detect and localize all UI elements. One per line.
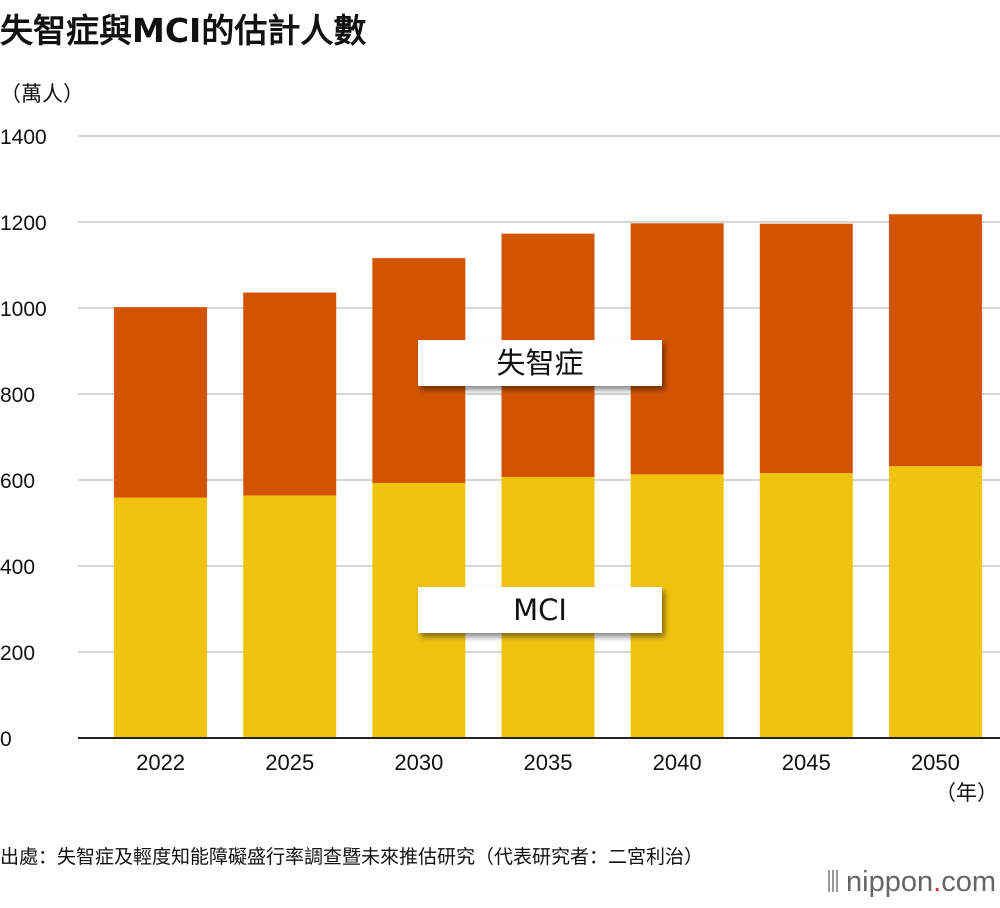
x-tick-label: 2050 [911, 750, 960, 775]
x-tick-label: 2030 [394, 750, 443, 775]
bar-dementia [114, 307, 208, 498]
logo-mark-icon [828, 867, 840, 900]
stacked-bar-chart: 0 200 400 600 800 1000 1200 1400 2022 2025 2030 203… [0, 126, 1000, 805]
bar-mci [114, 497, 208, 738]
series-label-mci: MCI [513, 593, 567, 627]
bar-dementia [759, 223, 853, 474]
y-tick-label: 600 [0, 470, 35, 493]
bar-mci [243, 495, 337, 738]
series-label-dementia-box [418, 340, 662, 386]
series-label-mci-box [418, 587, 662, 633]
chart-title: 失智症與MCI的估計人數 [0, 11, 367, 50]
bar-mci [759, 473, 853, 738]
logo-name: nippon [846, 866, 934, 898]
x-tick-label: 2040 [653, 750, 702, 775]
y-tick-label: 0 [0, 728, 12, 751]
bar-dementia [888, 214, 982, 467]
y-tick-label: 400 [0, 556, 35, 579]
x-tick-label: 2045 [782, 750, 831, 775]
logo-tld: com [941, 866, 996, 898]
x-axis-unit-label: （年） [935, 781, 998, 805]
logo-dot: . [933, 866, 942, 898]
y-axis-unit-label: （萬人） [0, 82, 84, 106]
y-tick-label: 1400 [0, 126, 47, 149]
series-label-dementia: 失智症 [496, 346, 583, 380]
bar-dementia [243, 292, 337, 496]
bar-mci [888, 466, 982, 738]
y-tick-label: 800 [0, 384, 35, 407]
nippon-logo: nippon.com [828, 866, 996, 900]
x-tick-label: 2035 [524, 750, 573, 775]
y-tick-label: 1000 [0, 298, 47, 321]
x-tick-label: 2025 [265, 750, 314, 775]
source-note: 出處：失智症及輕度知能障礙盛行率調查暨未來推估研究（代表研究者：二宮利治） [0, 846, 704, 868]
y-tick-label: 200 [0, 642, 35, 665]
x-tick-label: 2022 [136, 750, 185, 775]
y-tick-label: 1200 [0, 212, 47, 235]
